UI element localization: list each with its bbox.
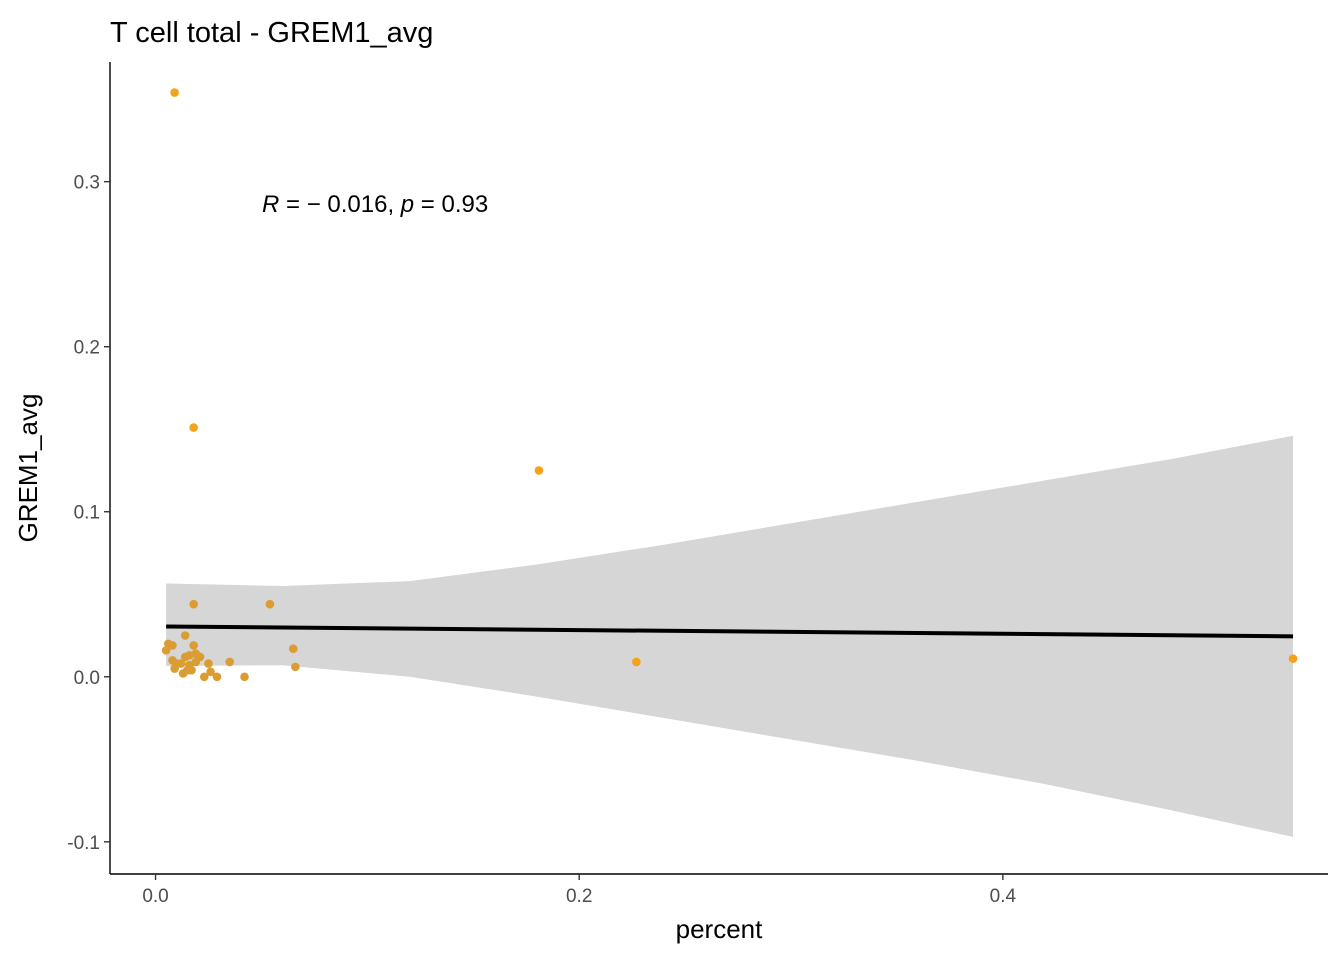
data-point — [291, 662, 300, 672]
data-point — [170, 88, 179, 97]
data-point — [170, 664, 179, 673]
data-point — [189, 599, 198, 609]
data-point — [180, 631, 190, 640]
data-point — [240, 672, 249, 682]
x-axis-title: percent — [676, 914, 763, 944]
r-value: = − 0.016, — [279, 191, 400, 218]
data-point — [212, 672, 222, 682]
y-tick-label: -0.1 — [67, 833, 100, 854]
y-axis-title: GREM1_avg — [13, 394, 43, 543]
data-point — [265, 599, 275, 609]
p-value: = 0.93 — [414, 191, 488, 218]
confidence-band — [166, 435, 1294, 837]
data-point — [206, 667, 215, 677]
data-point — [168, 641, 177, 650]
regression-line — [166, 624, 1294, 639]
x-tick-label: 0.4 — [990, 886, 1017, 907]
y-axis-ticks: -0.1 0.0 0.1 0.2 0.3 — [67, 173, 110, 854]
p-symbol: p — [400, 191, 414, 218]
data-point — [189, 423, 198, 432]
y-tick-label: 0.0 — [74, 668, 100, 689]
chart-title: T cell total - GREM1_avg — [110, 17, 433, 49]
data-point — [225, 657, 234, 667]
data-point — [632, 657, 641, 667]
data-point — [187, 665, 196, 675]
x-tick-label: 0.2 — [566, 886, 592, 907]
y-tick-label: 0.2 — [74, 338, 100, 359]
data-point — [176, 659, 186, 668]
y-tick-label: 0.3 — [74, 173, 100, 194]
r-symbol: R — [262, 191, 279, 218]
data-point — [534, 466, 544, 475]
data-point — [178, 669, 188, 678]
data-point — [204, 659, 213, 668]
data-point — [180, 652, 190, 662]
data-point — [189, 641, 198, 650]
x-axis-ticks: 0.0 0.2 0.4 — [142, 874, 1016, 907]
x-tick-label: 0.0 — [142, 886, 168, 907]
confidence-band-layer — [166, 435, 1294, 837]
data-point — [161, 646, 171, 655]
y-tick-label: 0.1 — [74, 503, 100, 524]
data-point — [1288, 654, 1298, 663]
correlation-annotation: R = − 0.016, p = 0.93 — [262, 191, 488, 218]
fit-line-layer — [166, 624, 1294, 639]
data-points-layer — [161, 88, 1298, 682]
data-point — [199, 672, 209, 682]
data-point — [288, 644, 298, 654]
data-point — [191, 657, 201, 667]
